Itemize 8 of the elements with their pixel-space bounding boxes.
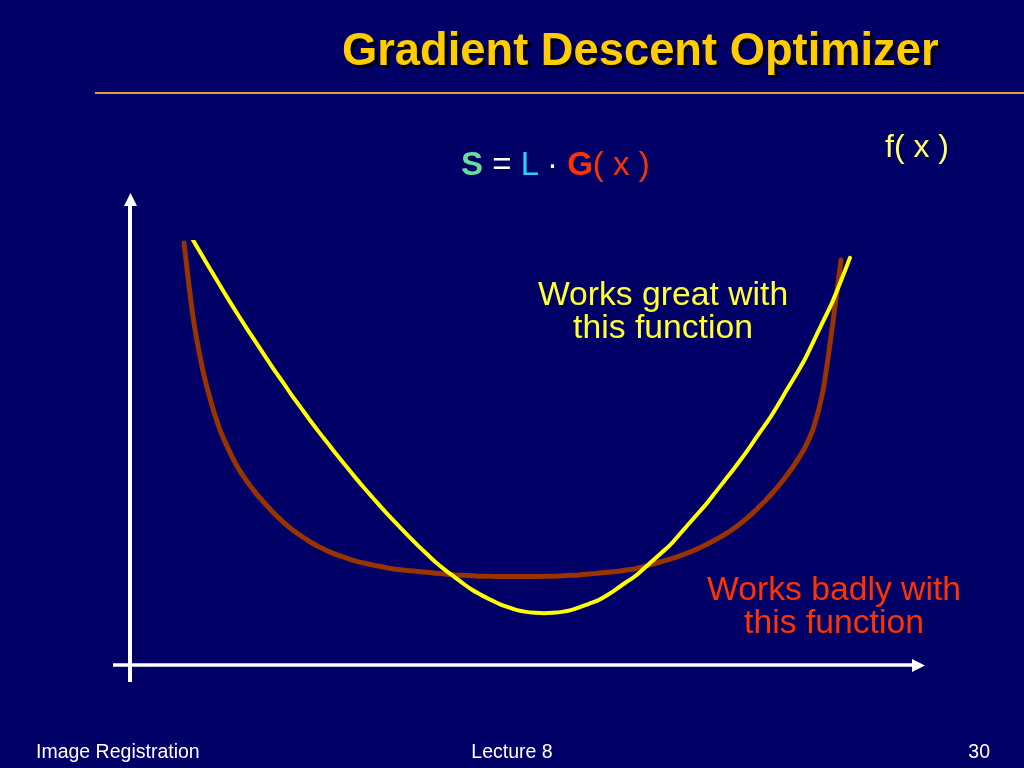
text: S = L · G( x ) [461,144,650,182]
text: Lecture 8 [471,740,553,763]
text: 30 [968,740,990,763]
text: Image Registration [36,740,200,763]
series-label: Works great with this function [537,273,789,345]
chart-title: Gradient Descent Optimizer [342,23,939,76]
series-label: Works badly with this function [707,569,961,641]
text: f( x ) [885,127,949,165]
